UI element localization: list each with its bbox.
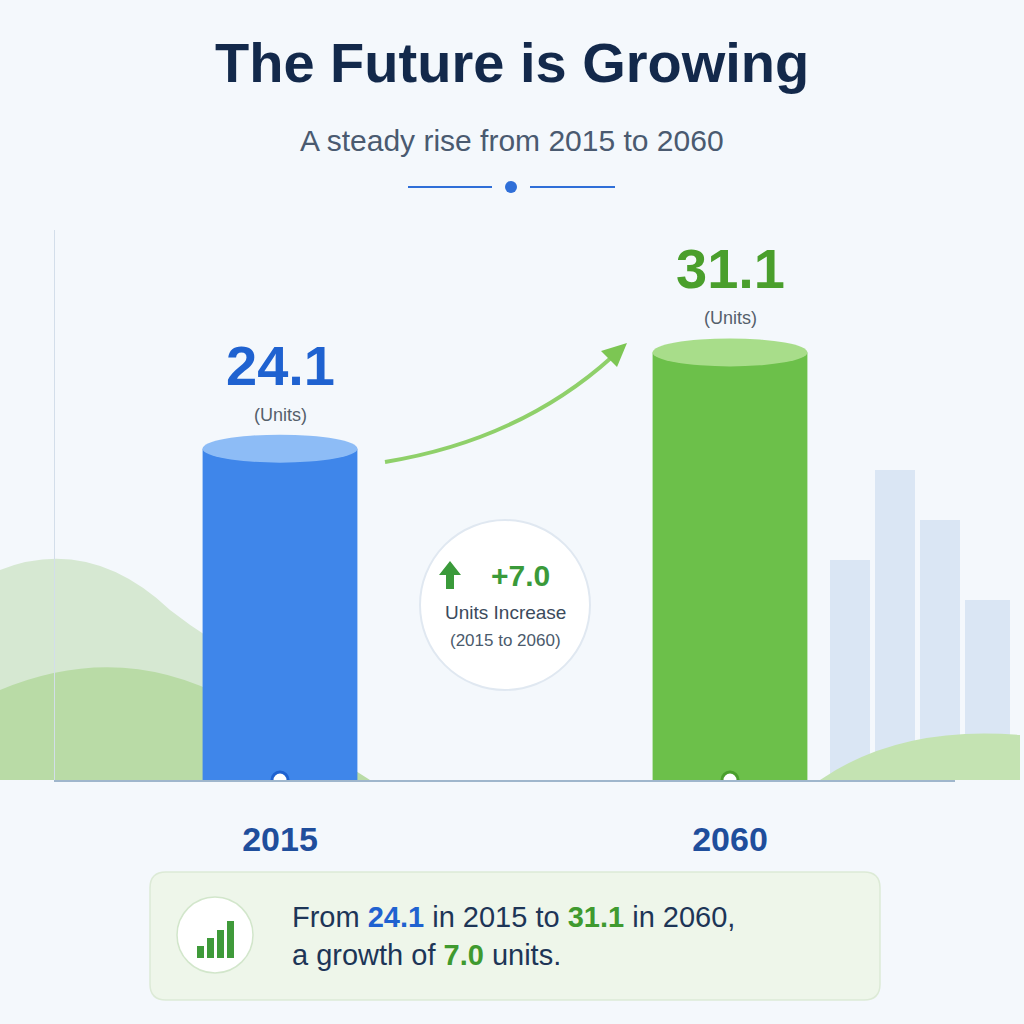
svg-text:(2015 to 2060): (2015 to 2060) — [450, 631, 561, 650]
svg-text:(Units): (Units) — [254, 405, 307, 425]
svg-text:+7.0: +7.0 — [491, 559, 550, 592]
svg-text:From 24.1 in 2015 to 31.1 in 2: From 24.1 in 2015 to 31.1 in 2060,a grow… — [292, 901, 735, 971]
svg-text:31.1: 31.1 — [676, 237, 785, 300]
svg-text:The Future is Growing: The Future is Growing — [215, 31, 809, 94]
svg-text:24.1: 24.1 — [226, 334, 335, 397]
svg-text:2060: 2060 — [692, 820, 768, 858]
svg-text:A steady rise from 2015 to 206: A steady rise from 2015 to 2060 — [300, 124, 724, 157]
svg-text:(Units): (Units) — [704, 308, 757, 328]
svg-text:2015: 2015 — [242, 820, 318, 858]
svg-text:Units Increase: Units Increase — [445, 602, 566, 623]
